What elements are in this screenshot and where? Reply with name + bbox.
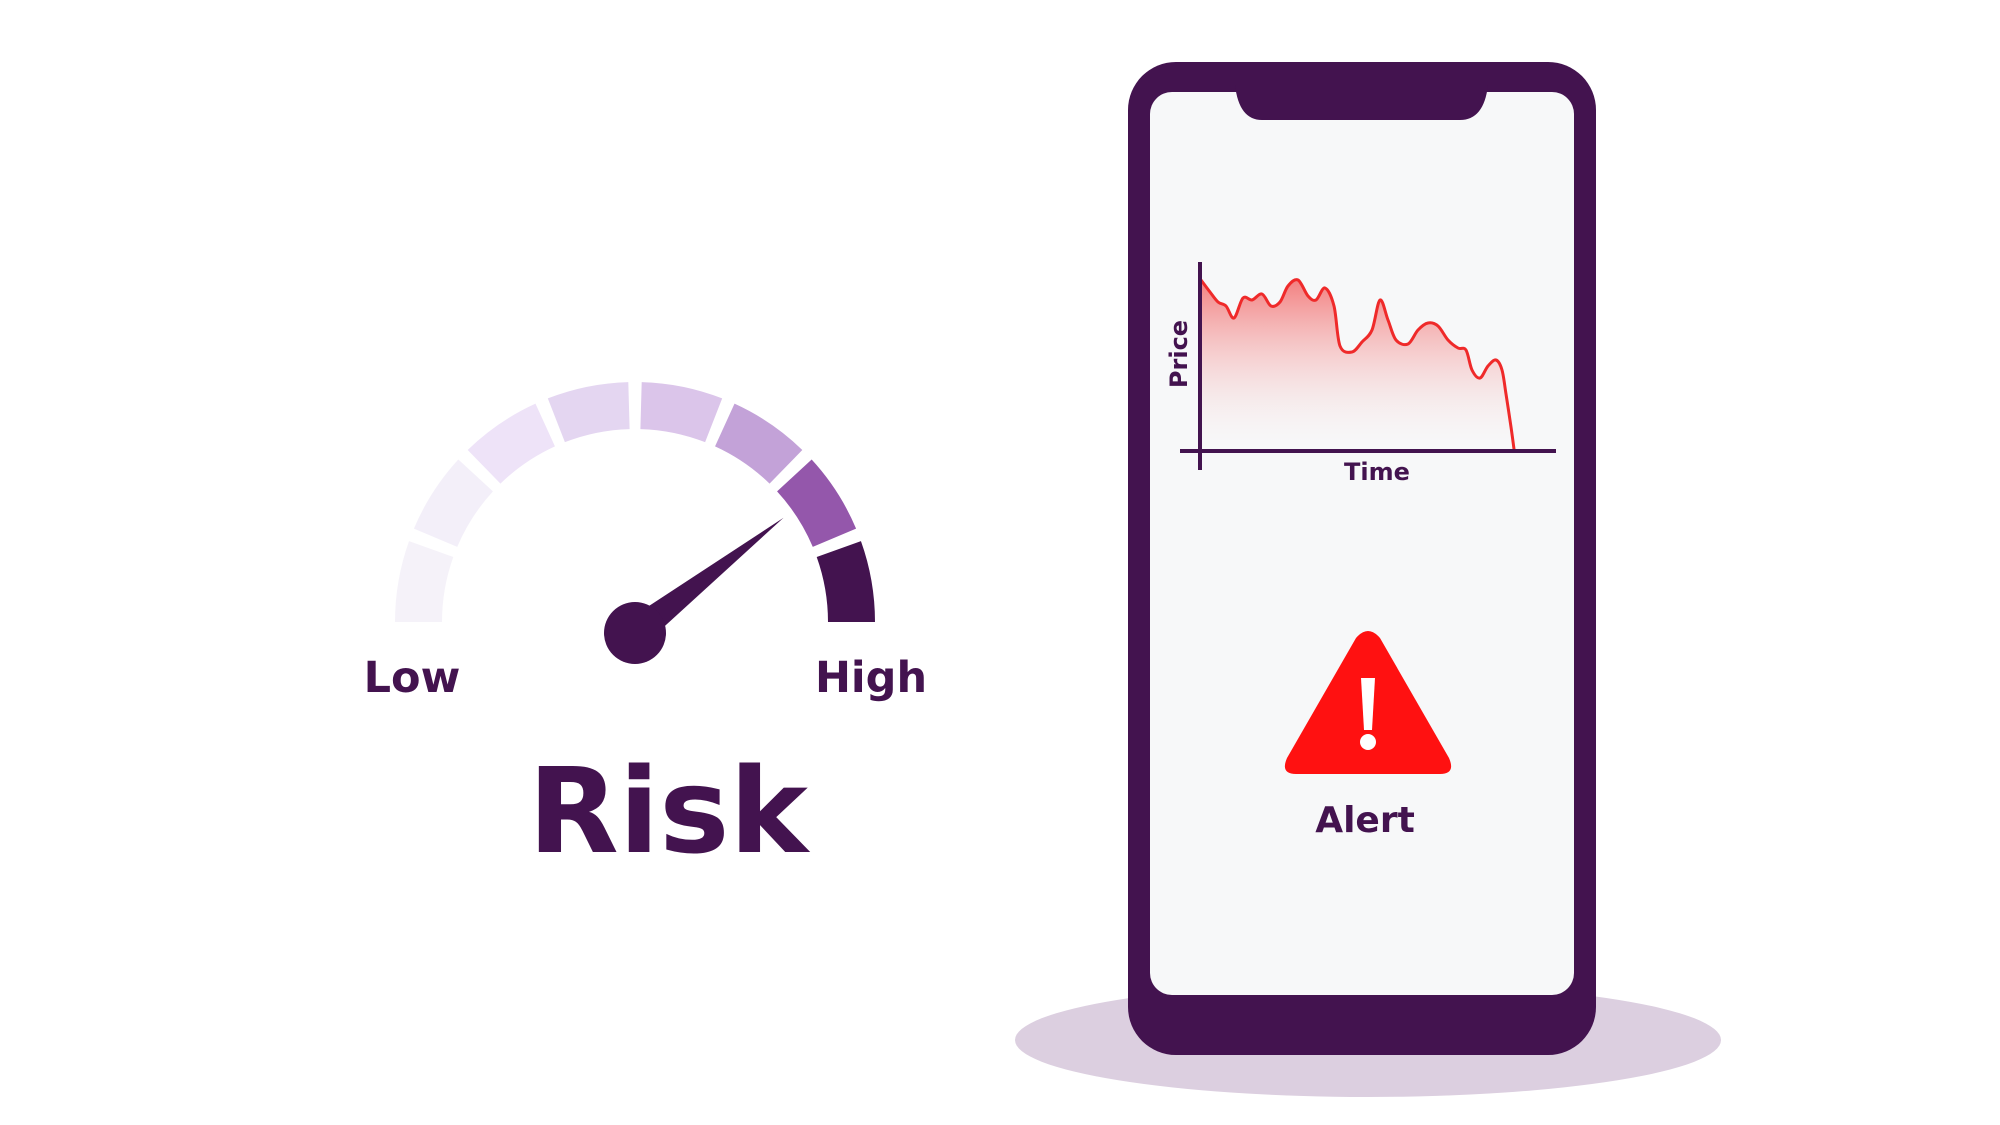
gauge-hub	[604, 602, 666, 664]
gauge-segment	[395, 541, 454, 622]
gauge-segment	[640, 382, 723, 443]
y-axis-label: Price	[1165, 320, 1193, 388]
phone-screen	[1150, 92, 1574, 995]
alert-label: Alert	[1315, 800, 1415, 841]
gauge-segments	[395, 382, 875, 622]
gauge-needle	[625, 517, 784, 645]
phone-notch	[1235, 85, 1488, 120]
price-chart: Price Time	[1165, 262, 1556, 486]
gauge-segment	[547, 382, 630, 443]
gauge-segment	[413, 459, 493, 547]
price-area	[1201, 279, 1514, 451]
risk-gauge: Low High Risk	[364, 382, 927, 880]
gauge-high-label: High	[815, 653, 927, 703]
gauge-segment	[777, 459, 857, 547]
gauge-segment	[715, 403, 803, 484]
gauge-segment	[816, 541, 875, 622]
x-axis-label: Time	[1344, 458, 1410, 486]
price-line	[1199, 278, 1516, 451]
gauge-low-label: Low	[364, 653, 461, 703]
warning-triangle-icon	[1284, 631, 1452, 774]
smartphone: Price Time Alert	[1015, 62, 1721, 1097]
gauge-segment	[467, 403, 555, 484]
risk-title: Risk	[528, 742, 811, 880]
